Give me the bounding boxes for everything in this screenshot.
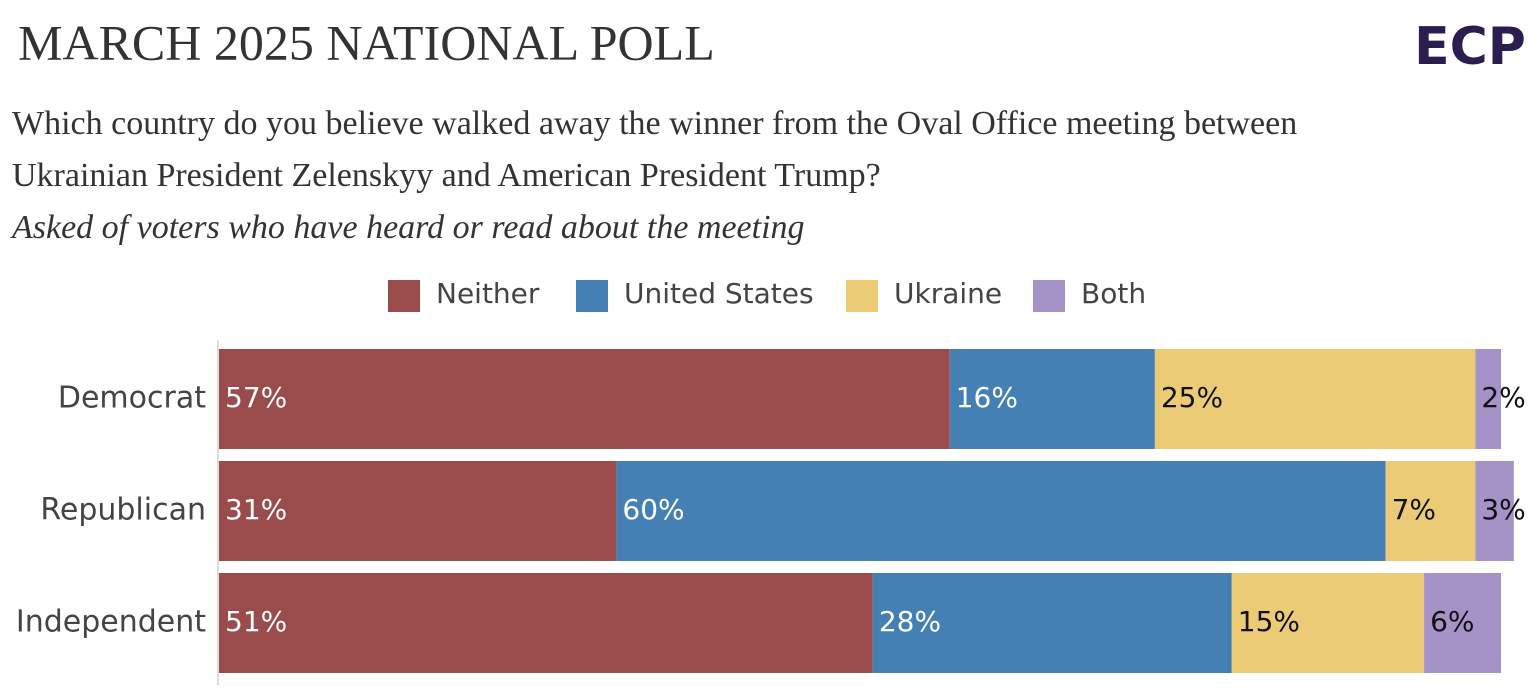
- bar-segment: [219, 461, 617, 561]
- legend-label: United States: [624, 277, 814, 310]
- bar-segment: [1475, 349, 1501, 449]
- bar-segment: [1424, 573, 1501, 673]
- y-tick-label: Democrat: [58, 381, 206, 416]
- subtitle: Asked of voters who have heard or read a…: [10, 209, 805, 246]
- legend-swatch: [388, 280, 420, 312]
- bar-segment: [219, 349, 950, 449]
- data-label: 16%: [956, 381, 1018, 414]
- data-label: 15%: [1238, 605, 1300, 638]
- data-label: 51%: [225, 605, 287, 638]
- y-tick-label: Independent: [16, 605, 206, 640]
- legend-swatch: [576, 280, 608, 312]
- bar-segment: [1385, 461, 1476, 561]
- legend-label: Ukraine: [894, 277, 1002, 310]
- question-line: Which country do you believe walked away…: [12, 105, 1297, 142]
- legend-label: Both: [1081, 277, 1146, 310]
- bar-segment: [1475, 461, 1514, 561]
- data-label: 28%: [879, 605, 941, 638]
- bar-segment: [949, 349, 1155, 449]
- data-label: 7%: [1392, 493, 1436, 526]
- question-line: Ukrainian President Zelenskyy and Americ…: [12, 157, 881, 194]
- bar-segment: [1231, 573, 1425, 673]
- logo: ECP: [1414, 17, 1526, 77]
- chart-title: MARCH 2025 NATIONAL POLL: [18, 14, 715, 70]
- data-label: 25%: [1161, 381, 1223, 414]
- data-label: 60%: [622, 493, 684, 526]
- y-tick-label: Republican: [40, 493, 206, 528]
- data-label: 6%: [1430, 605, 1474, 638]
- bar-segment: [872, 573, 1232, 673]
- data-label: 31%: [225, 493, 287, 526]
- data-label: 57%: [225, 381, 287, 414]
- bar-segment: [616, 461, 1386, 561]
- legend-label: Neither: [436, 277, 540, 310]
- bar-segment: [1154, 349, 1476, 449]
- legend-swatch: [1033, 280, 1065, 312]
- legend-swatch: [846, 280, 878, 312]
- data-label: 3%: [1481, 493, 1525, 526]
- data-label: 2%: [1481, 381, 1525, 414]
- bar-segment: [219, 573, 873, 673]
